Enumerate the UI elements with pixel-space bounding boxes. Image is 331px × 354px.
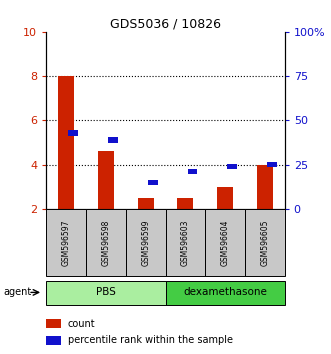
Text: GSM596605: GSM596605 [260,219,269,266]
Bar [58,76,74,209]
FancyBboxPatch shape [46,209,86,276]
Bar [227,164,237,169]
FancyBboxPatch shape [86,209,126,276]
Bar [98,152,114,209]
Text: count: count [68,319,95,329]
Bar [257,165,273,209]
Bar [148,179,158,185]
Bar [217,187,233,209]
FancyBboxPatch shape [205,209,245,276]
Bar [69,130,78,136]
Text: GSM596603: GSM596603 [181,219,190,266]
Bar [138,198,154,209]
FancyBboxPatch shape [126,209,166,276]
Text: agent: agent [3,287,31,297]
Bar [46,319,61,328]
Bar [188,169,198,175]
Text: GSM596604: GSM596604 [220,219,230,266]
Text: dexamethasone: dexamethasone [183,287,267,297]
Text: PBS: PBS [96,287,116,297]
Text: GSM596597: GSM596597 [62,219,71,266]
Bar [46,336,61,345]
Title: GDS5036 / 10826: GDS5036 / 10826 [110,18,221,31]
FancyBboxPatch shape [166,209,205,276]
Text: GSM596599: GSM596599 [141,219,150,266]
Bar [267,162,277,167]
FancyBboxPatch shape [166,281,285,305]
Bar [177,198,193,209]
Bar [108,137,118,143]
Text: percentile rank within the sample: percentile rank within the sample [68,335,233,346]
FancyBboxPatch shape [245,209,285,276]
FancyBboxPatch shape [46,281,166,305]
Text: GSM596598: GSM596598 [101,219,111,266]
